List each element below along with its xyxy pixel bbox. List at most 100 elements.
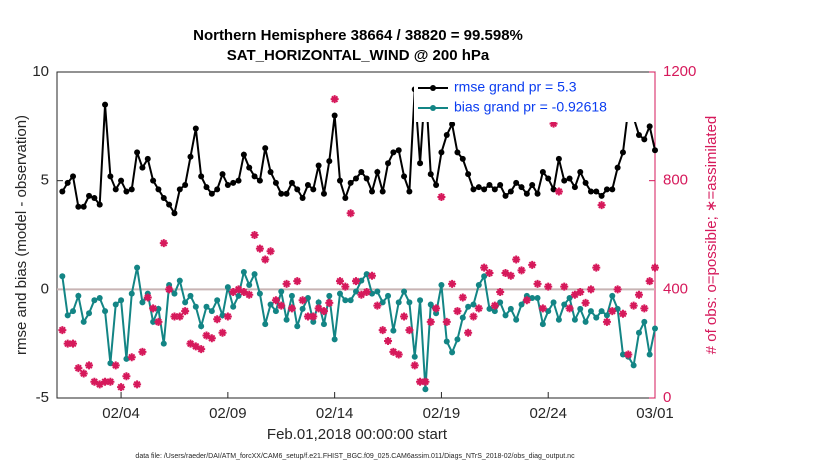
point — [288, 179, 295, 186]
point — [475, 281, 482, 288]
point — [486, 182, 493, 189]
point — [523, 190, 530, 197]
point — [80, 318, 87, 325]
point — [144, 155, 151, 162]
obs-marker — [202, 331, 211, 340]
obs-marker — [517, 266, 526, 275]
obs-marker — [346, 209, 355, 218]
obs-marker — [261, 255, 270, 264]
obs-marker — [538, 304, 547, 313]
point — [374, 168, 381, 175]
point — [539, 321, 546, 328]
point — [299, 305, 306, 312]
point — [635, 132, 642, 139]
point — [320, 321, 327, 328]
point — [134, 149, 141, 156]
point — [433, 182, 440, 189]
point — [534, 190, 541, 197]
obs-marker — [266, 247, 275, 256]
obs-marker — [352, 277, 360, 286]
point — [112, 186, 119, 193]
point — [449, 121, 456, 128]
obs-marker — [165, 285, 174, 294]
point — [369, 188, 376, 195]
point — [454, 149, 461, 156]
obs-marker — [122, 372, 131, 381]
point — [641, 136, 648, 143]
obs-marker — [138, 347, 147, 356]
point — [347, 297, 354, 304]
obs-marker — [298, 296, 307, 305]
point — [139, 164, 146, 171]
point — [160, 195, 167, 202]
point — [561, 177, 568, 184]
point — [454, 336, 461, 343]
point — [208, 190, 215, 197]
obs-marker — [303, 312, 312, 321]
obs-marker — [175, 312, 184, 321]
point — [443, 132, 450, 139]
point — [342, 195, 349, 202]
obs-marker — [127, 353, 136, 362]
point — [118, 297, 125, 304]
point — [614, 164, 621, 171]
legend-label: rmse grand pr = 5.3 — [454, 79, 577, 95]
point — [587, 308, 594, 315]
point — [518, 184, 525, 191]
point — [315, 162, 322, 169]
obs-marker — [651, 263, 659, 272]
point — [411, 353, 418, 360]
point — [182, 182, 189, 189]
point — [288, 292, 295, 299]
point — [230, 303, 237, 310]
obs-marker — [277, 301, 286, 310]
point — [609, 292, 616, 299]
obs-marker — [271, 296, 280, 305]
point — [240, 151, 247, 158]
point — [550, 299, 557, 306]
point — [326, 292, 333, 299]
point — [652, 147, 658, 154]
obs-marker — [101, 377, 110, 386]
point — [299, 195, 306, 202]
point — [278, 288, 285, 295]
obs-marker — [474, 304, 483, 313]
obs-marker — [640, 304, 649, 313]
legend-label: bias grand pr = -0.92618 — [454, 99, 607, 115]
point — [160, 340, 167, 347]
point — [443, 338, 450, 345]
point — [171, 290, 178, 297]
obs-marker — [335, 277, 344, 286]
point — [619, 351, 626, 358]
point — [224, 284, 231, 291]
point — [566, 175, 573, 182]
obs-marker — [255, 244, 264, 253]
point — [256, 290, 263, 297]
point — [139, 299, 146, 306]
point — [406, 188, 413, 195]
point — [331, 336, 338, 343]
point — [555, 155, 562, 162]
point — [86, 310, 93, 317]
point — [518, 301, 525, 308]
obs-marker — [400, 312, 409, 321]
point — [635, 329, 642, 336]
obs-marker — [629, 301, 638, 310]
point — [582, 179, 589, 186]
obs-marker — [58, 326, 67, 335]
point — [342, 297, 349, 304]
point — [652, 325, 658, 332]
point — [646, 351, 653, 358]
y2-tick-label: 1200 — [663, 63, 696, 80]
point — [534, 295, 541, 302]
point — [70, 308, 77, 315]
point — [587, 188, 594, 195]
point — [481, 186, 488, 193]
point — [438, 281, 445, 288]
point — [219, 171, 226, 178]
obs-marker — [154, 317, 163, 326]
point — [219, 312, 226, 319]
point — [59, 273, 66, 280]
obs-marker — [533, 279, 542, 288]
point — [240, 268, 247, 275]
